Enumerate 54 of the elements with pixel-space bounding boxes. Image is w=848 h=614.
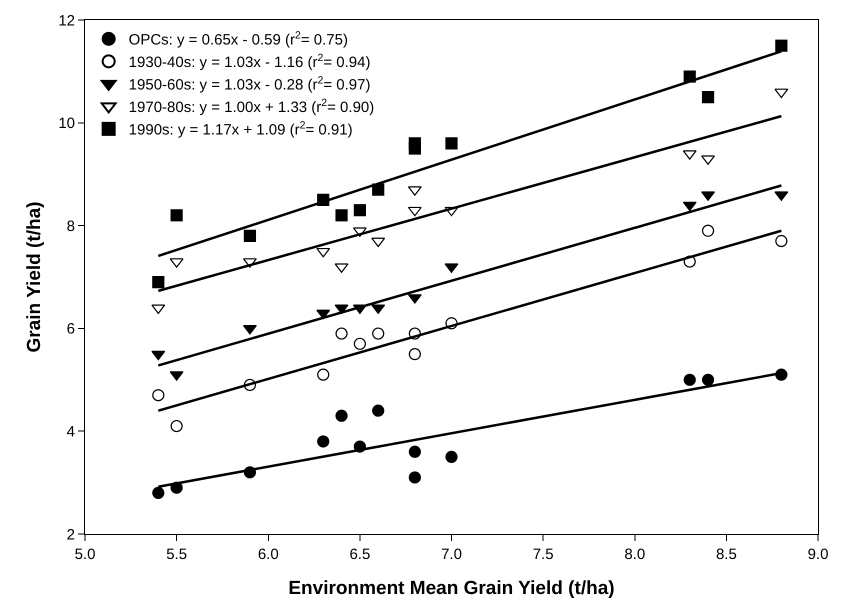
- point: [445, 450, 458, 463]
- y-tick-label: 4: [66, 423, 75, 440]
- point: [702, 91, 714, 104]
- point: [701, 155, 715, 165]
- point: [684, 374, 696, 386]
- point: [244, 230, 256, 242]
- y-tick-label: 6: [66, 320, 75, 338]
- x-tick-label: 5.5: [166, 546, 188, 563]
- point: [408, 348, 421, 360]
- legend-label: 1990s: y = 1.17x + 1.09 (r$^{2}$= 0.91): [128, 119, 353, 139]
- point: [372, 404, 384, 417]
- point: [408, 142, 421, 155]
- point: [445, 137, 458, 150]
- x-tick-label: 5.0: [74, 546, 96, 563]
- point: [335, 327, 348, 340]
- point: [335, 209, 348, 222]
- legend-label: 1970-80s: y = 1.00x + 1.33 (r$^{2}$= 0.90): [128, 96, 374, 116]
- point: [152, 276, 164, 288]
- point: [152, 486, 164, 499]
- point: [444, 263, 458, 273]
- point: [354, 338, 366, 350]
- legend-label: 1930-40s: y = 1.03x - 1.16 (r$^{2}$= 0.94): [128, 52, 370, 72]
- legend-label: OPCs: y = 0.65x - 0.59 (r$^{2}$= 0.75): [128, 29, 348, 49]
- y-axis-title: Grain Yield (t/ha): [24, 202, 46, 352]
- point: [170, 420, 183, 432]
- point: [334, 263, 348, 273]
- point: [702, 374, 714, 386]
- point: [408, 446, 421, 458]
- x-tick-label: 6.0: [258, 546, 279, 563]
- x-tick-label: 7.5: [532, 546, 554, 563]
- point: [317, 435, 330, 448]
- x-tick-label: 7.0: [441, 546, 462, 563]
- legend-label: 1950-60s: y = 1.03x - 0.28 (r$^{2}$= 0.97): [128, 74, 370, 94]
- x-tick-label: 8.0: [624, 546, 646, 563]
- x-axis-title: Environment Mean Grain Yield (t/ha): [288, 578, 615, 599]
- x-tick-label: 9.0: [808, 546, 828, 563]
- point: [408, 471, 421, 484]
- point: [775, 40, 788, 52]
- x-tick-label: 8.5: [716, 546, 737, 563]
- y-tick-label: 8: [66, 218, 75, 235]
- point: [317, 368, 330, 381]
- point: [152, 389, 164, 402]
- point: [702, 224, 714, 237]
- point: [775, 234, 788, 248]
- point: [334, 304, 348, 314]
- point: [335, 410, 348, 422]
- y-tick-label: 12: [58, 12, 75, 30]
- point: [701, 191, 715, 201]
- point: [354, 204, 366, 216]
- point: [170, 209, 183, 222]
- y-tick-label: 2: [66, 526, 75, 544]
- x-tick-label: 6.5: [349, 546, 370, 563]
- point: [372, 327, 384, 340]
- y-tick-label: 10: [58, 115, 75, 132]
